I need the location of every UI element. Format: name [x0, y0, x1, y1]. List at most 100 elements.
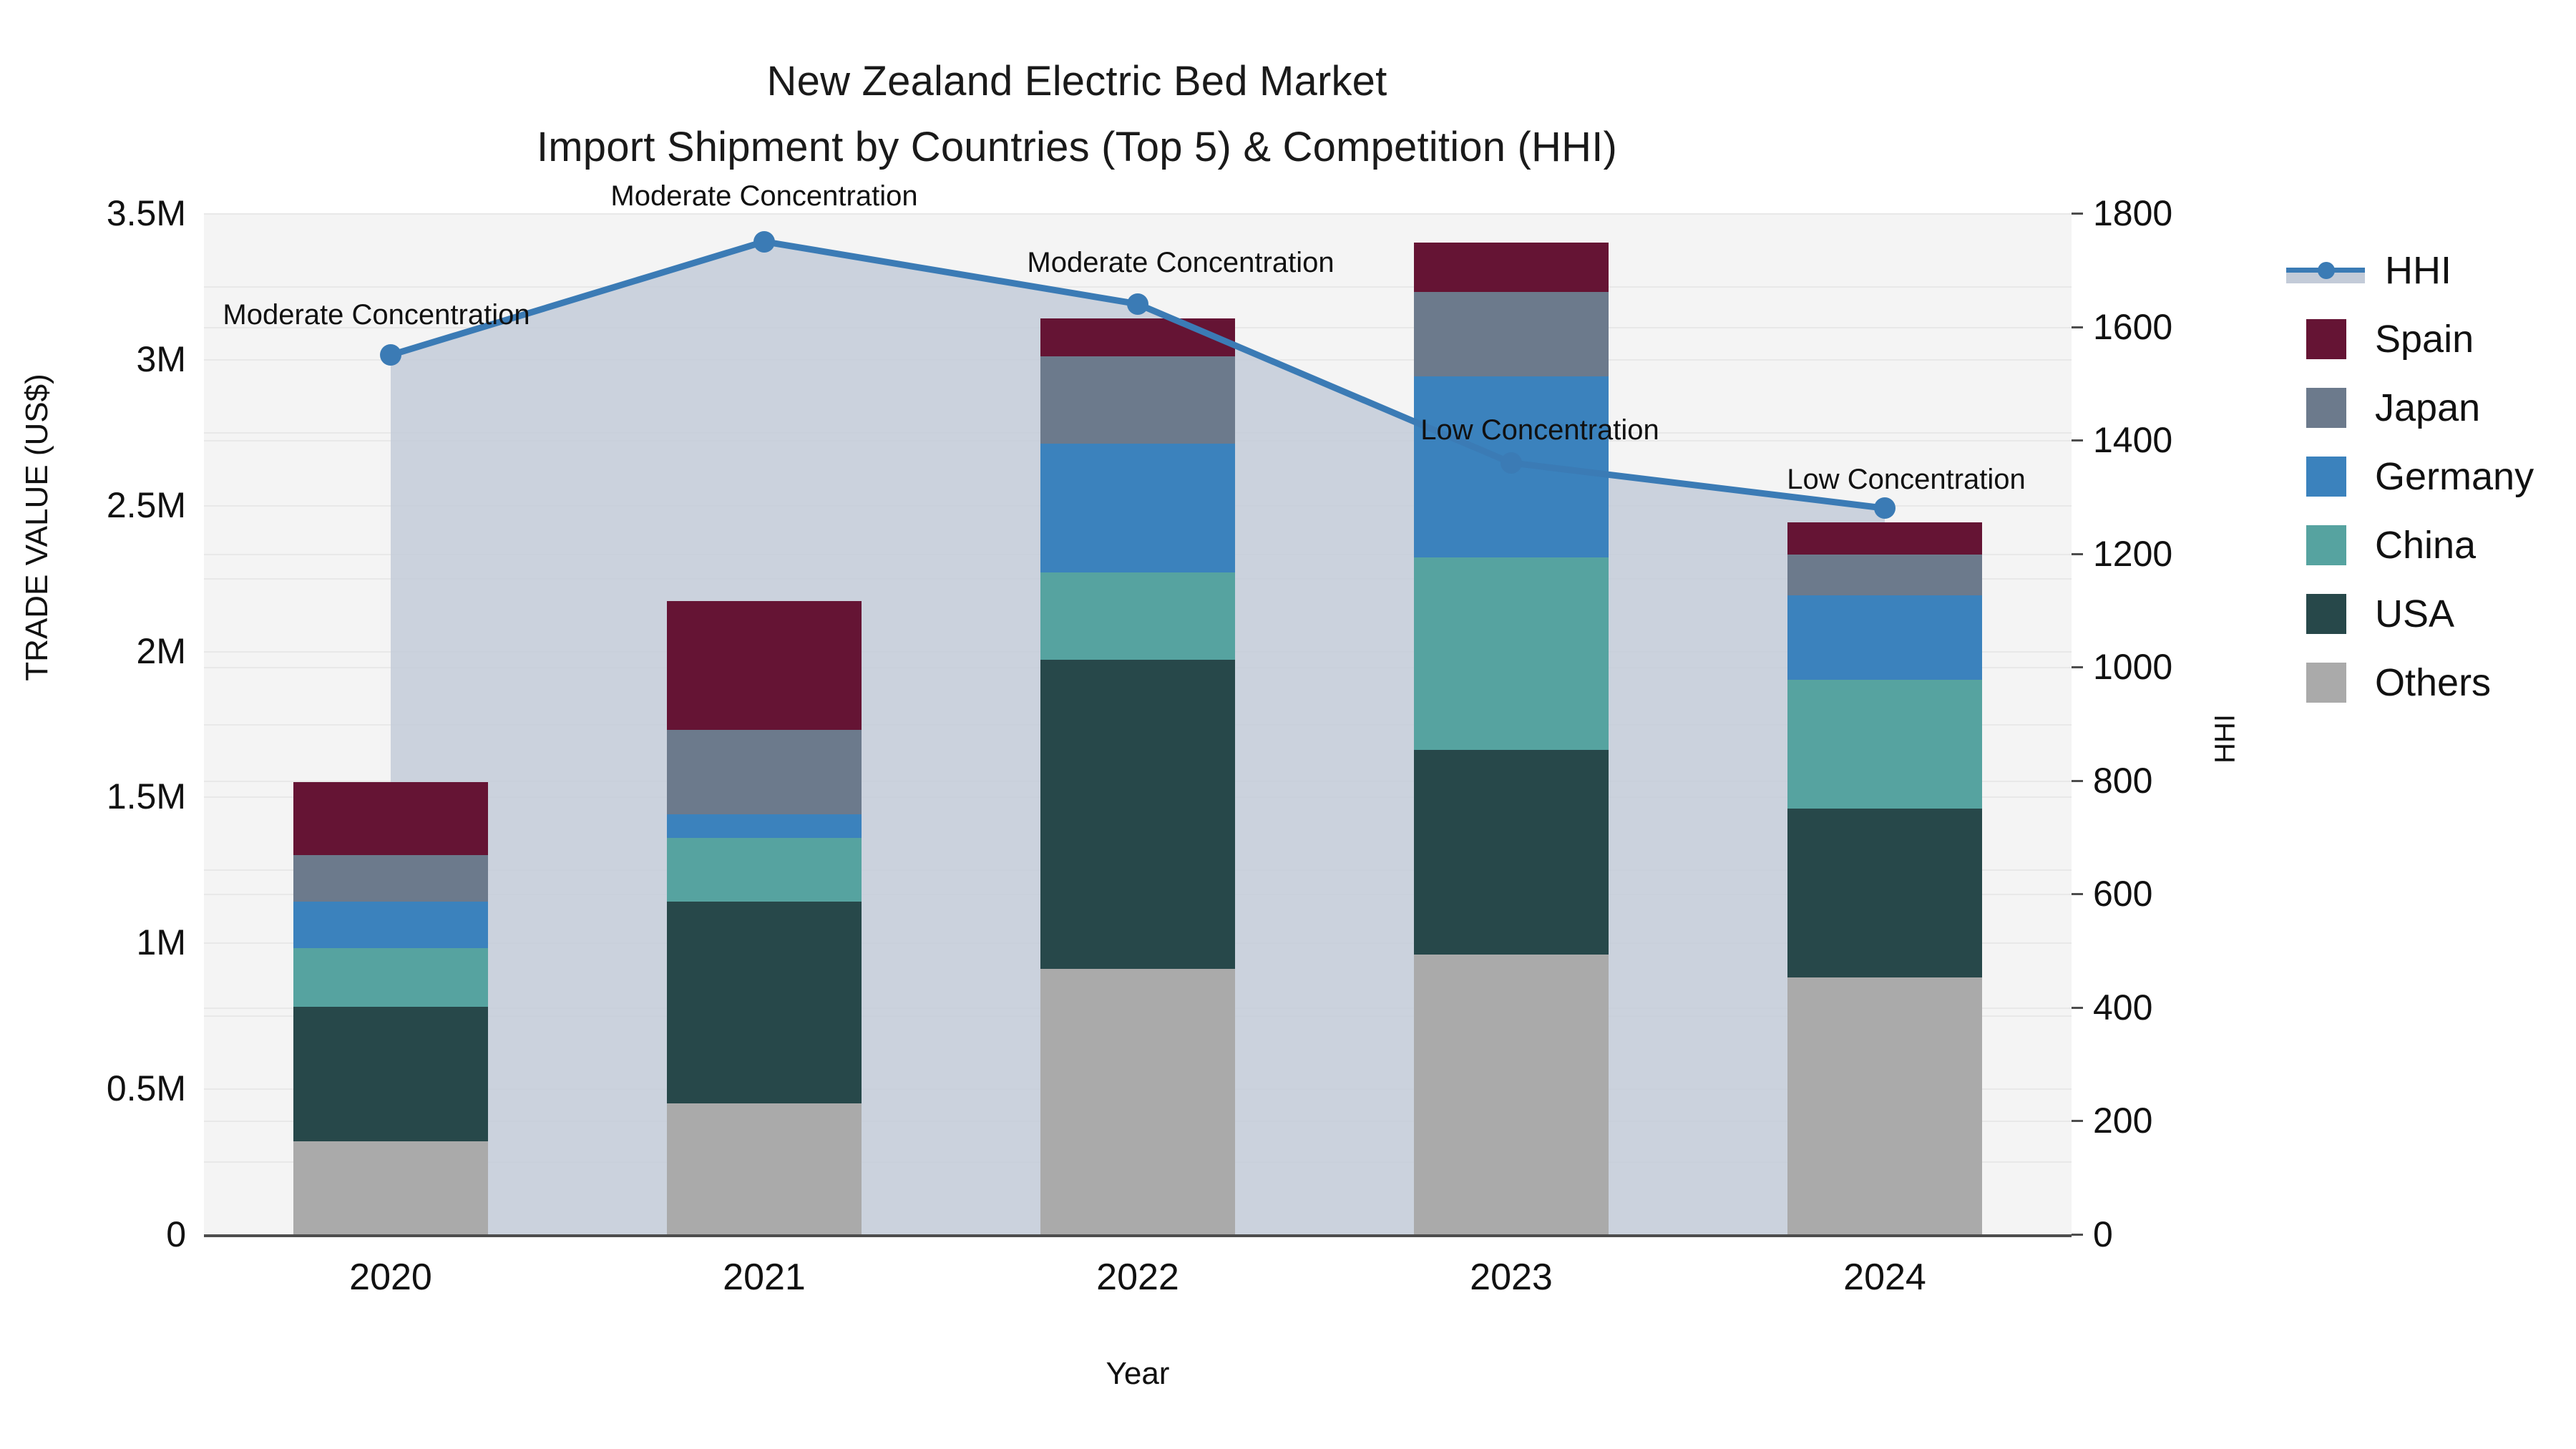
y-tick-mark-right — [2072, 666, 2083, 669]
y-tick-right: 800 — [2093, 760, 2153, 801]
y-tick-mark-right — [2072, 326, 2083, 328]
annotation-2022: Moderate Concentration — [1027, 246, 1335, 278]
legend-swatch-icon — [2306, 525, 2346, 565]
bar-segment-japan[interactable] — [1787, 555, 1982, 596]
bar-segment-usa[interactable] — [1040, 659, 1235, 969]
bar-segment-others[interactable] — [293, 1141, 488, 1234]
legend-label: HHI — [2385, 249, 2451, 292]
y-tick-mark-right — [2072, 1234, 2083, 1236]
legend-swatch-icon — [2306, 594, 2346, 634]
bar-segment-germany[interactable] — [293, 902, 488, 949]
y-tick-mark-right — [2072, 1120, 2083, 1123]
bar-stack-2023[interactable] — [1414, 213, 1609, 1234]
annotation-2023: Low Concentration — [1420, 414, 1659, 446]
y-tick-right: 1400 — [2093, 420, 2173, 461]
legend-label: Germany — [2375, 455, 2534, 498]
bar-segment-china[interactable] — [667, 837, 862, 902]
annotation-2024: Low Concentration — [1787, 464, 2026, 496]
bar-segment-others[interactable] — [667, 1103, 862, 1234]
bar-stack-2022[interactable] — [1040, 213, 1235, 1234]
bar-segment-japan[interactable] — [667, 729, 862, 814]
legend-swatch-icon — [2306, 457, 2346, 497]
legend-item-hhi[interactable]: HHI — [2286, 236, 2534, 305]
y-tick-right: 200 — [2093, 1101, 2153, 1141]
legend-label: Others — [2375, 661, 2492, 704]
bar-segment-usa[interactable] — [667, 902, 862, 1103]
legend-item-usa[interactable]: USA — [2286, 580, 2534, 648]
bar-segment-spain[interactable] — [1787, 522, 1982, 555]
x-tick-2022: 2022 — [1096, 1257, 1179, 1298]
legend-item-spain[interactable]: Spain — [2286, 305, 2534, 374]
bar-segment-usa[interactable] — [1787, 808, 1982, 978]
hhi-marker-2023[interactable] — [1501, 452, 1522, 474]
legend-label: China — [2375, 524, 2477, 567]
bar-segment-spain[interactable] — [293, 782, 488, 855]
bar-segment-germany[interactable] — [1787, 595, 1982, 680]
hhi-marker-2021[interactable] — [753, 230, 775, 253]
bar-segment-china[interactable] — [293, 948, 488, 1007]
bar-segment-spain[interactable] — [667, 601, 862, 730]
x-tick-2023: 2023 — [1470, 1257, 1553, 1298]
y-tick-mark-right — [2072, 1006, 2083, 1009]
legend-label: Japan — [2375, 386, 2481, 429]
y-tick-left: 0 — [166, 1214, 186, 1254]
y-tick-left: 2.5M — [106, 484, 186, 525]
bar-segment-spain[interactable] — [1040, 318, 1235, 356]
y-tick-right: 1200 — [2093, 533, 2173, 574]
y-tick-right: 1600 — [2093, 306, 2173, 347]
bar-segment-spain[interactable] — [1414, 242, 1609, 293]
annotation-2021: Moderate Concentration — [610, 180, 918, 212]
bar-segment-others[interactable] — [1040, 968, 1235, 1234]
y-tick-mark-right — [2072, 552, 2083, 555]
legend-item-china[interactable]: China — [2286, 511, 2534, 580]
bar-segment-others[interactable] — [1414, 954, 1609, 1234]
bar-segment-germany[interactable] — [667, 814, 862, 838]
y-tick-left: 2M — [136, 630, 186, 671]
y-tick-right: 1800 — [2093, 193, 2173, 233]
legend-swatch-icon — [2306, 388, 2346, 428]
bar-segment-china[interactable] — [1414, 557, 1609, 751]
bar-segment-usa[interactable] — [1414, 750, 1609, 955]
bar-segment-japan[interactable] — [293, 855, 488, 902]
x-tick-2024: 2024 — [1843, 1257, 1926, 1298]
chart-title-line1: New Zealand Electric Bed Market — [766, 58, 1387, 104]
x-tick-2020: 2020 — [349, 1257, 432, 1298]
bar-stack-2024[interactable] — [1787, 213, 1982, 1234]
y-tick-left: 3.5M — [106, 193, 186, 233]
legend-item-others[interactable]: Others — [2286, 648, 2534, 717]
y-tick-left: 0.5M — [106, 1068, 186, 1109]
legend-swatch-icon — [2306, 319, 2346, 359]
legend-item-germany[interactable]: Germany — [2286, 442, 2534, 511]
y-tick-right: 400 — [2093, 987, 2153, 1028]
legend-label: USA — [2375, 592, 2455, 635]
y-tick-mark-right — [2072, 439, 2083, 442]
y-tick-right: 0 — [2093, 1214, 2113, 1254]
bar-segment-china[interactable] — [1787, 680, 1982, 809]
bar-segment-china[interactable] — [1040, 572, 1235, 660]
y-tick-mark-right — [2072, 893, 2083, 896]
x-axis-line — [204, 1234, 2072, 1237]
legend-line-icon — [2286, 250, 2365, 291]
bar-segment-japan[interactable] — [1040, 356, 1235, 444]
bar-segment-japan[interactable] — [1414, 292, 1609, 377]
legend: HHI Spain Japan Germany China USA Others — [2286, 236, 2534, 717]
chart-title-line2: Import Shipment by Countries (Top 5) & C… — [536, 124, 1618, 170]
y-tick-right: 600 — [2093, 874, 2153, 914]
bar-stack-2021[interactable] — [667, 213, 862, 1234]
hhi-marker-2022[interactable] — [1127, 293, 1148, 315]
y-tick-mark-right — [2072, 213, 2083, 215]
bar-stack-2020[interactable] — [293, 213, 488, 1234]
bar-segment-germany[interactable] — [1040, 444, 1235, 572]
y-tick-mark-right — [2072, 779, 2083, 782]
y-tick-right: 1000 — [2093, 647, 2173, 688]
bar-segment-others[interactable] — [1787, 977, 1982, 1234]
x-tick-2021: 2021 — [723, 1257, 806, 1298]
hhi-marker-2020[interactable] — [380, 344, 401, 366]
gridline-secondary — [204, 213, 2072, 215]
y-tick-left: 1.5M — [106, 776, 186, 817]
y-axis-left-title: TRADE VALUE (US$) — [19, 374, 54, 681]
x-axis-title: Year — [1106, 1356, 1170, 1391]
legend-item-japan[interactable]: Japan — [2286, 374, 2534, 442]
bar-segment-usa[interactable] — [293, 1007, 488, 1141]
